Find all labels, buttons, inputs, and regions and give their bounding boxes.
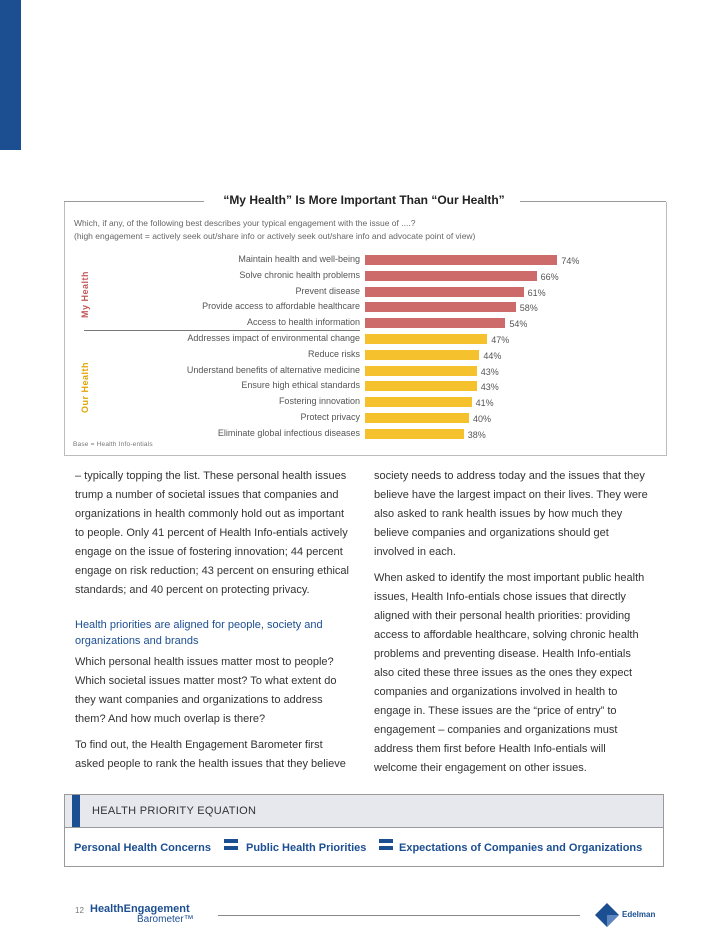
left-paragraph-2: Which personal health issues matter most… — [75, 656, 337, 725]
group-label-my-health: My Health — [80, 270, 90, 318]
category-label: Ensure high ethical standards — [241, 380, 360, 390]
brand-subname: Barometer™ — [137, 914, 194, 925]
left-paragraph-3: To find out, the Health Engagement Barom… — [75, 739, 346, 770]
data-label: 44% — [483, 351, 502, 361]
category-label: Reduce risks — [307, 349, 360, 359]
data-label: 43% — [480, 367, 499, 377]
page-number: 12 — [75, 906, 84, 915]
footer-rule — [218, 915, 580, 916]
section-subhead: Health priorities are aligned for people… — [75, 619, 323, 647]
right-column: society needs to address today and the i… — [374, 467, 652, 778]
chart-frame — [64, 202, 667, 456]
question-line-1: Which, if any, of the following best des… — [74, 218, 416, 228]
equals-icon — [224, 839, 238, 851]
bar — [365, 429, 464, 439]
equation-item-public: Public Health Priorities — [246, 842, 367, 854]
bar — [365, 397, 472, 407]
group-divider — [84, 330, 360, 331]
equation-accent — [72, 795, 80, 827]
category-label: Addresses impact of environmental change — [187, 333, 360, 343]
category-label: Understand benefits of alternative medic… — [186, 365, 360, 375]
right-paragraph-1: society needs to address today and the i… — [374, 470, 648, 558]
bar — [365, 302, 516, 312]
category-label: Protect privacy — [300, 412, 360, 422]
data-label: 58% — [519, 303, 538, 313]
health-priority-equation: HEALTH PRIORITY EQUATION Personal Health… — [64, 794, 664, 867]
bar — [365, 318, 506, 328]
category-label: Fostering innovation — [278, 396, 360, 406]
bar — [365, 350, 480, 360]
bar — [365, 334, 488, 344]
category-label: Solve chronic health problems — [239, 270, 360, 280]
equals-icon — [379, 839, 393, 851]
data-label: 38% — [467, 430, 486, 440]
data-label: 61% — [527, 288, 546, 298]
data-label: 40% — [473, 414, 492, 424]
title-rule-right — [520, 201, 666, 202]
edelman-logo-icon — [595, 903, 619, 927]
question-line-2: (high engagement = actively seek out/sha… — [74, 231, 476, 241]
brand-name: HealthEngagement — [90, 903, 190, 915]
equation-title: HEALTH PRIORITY EQUATION — [92, 805, 257, 817]
title-rule-left — [64, 201, 204, 202]
bar — [365, 413, 469, 423]
equation-item-expectations: Expectations of Companies and Organizati… — [399, 842, 643, 854]
edelman-logo-text: Edelman — [622, 910, 656, 919]
equation-item-personal: Personal Health Concerns — [74, 842, 211, 854]
bar — [365, 366, 477, 376]
bar — [365, 287, 524, 297]
category-label: Access to health information — [246, 317, 360, 327]
category-label: Prevent disease — [295, 286, 360, 296]
bar — [365, 255, 558, 265]
equation-header: HEALTH PRIORITY EQUATION — [65, 795, 663, 828]
data-label: 74% — [561, 256, 580, 266]
category-label: Eliminate global infectious diseases — [217, 428, 360, 438]
category-label: Maintain health and well-being — [238, 254, 360, 264]
sidebar-accent-bar — [0, 0, 21, 150]
bar — [365, 271, 537, 281]
data-label: 66% — [540, 272, 559, 282]
left-paragraph-1: – typically topping the list. These pers… — [75, 470, 349, 596]
bar — [365, 381, 477, 391]
data-label: 54% — [509, 319, 528, 329]
data-label: 41% — [475, 398, 494, 408]
category-label: Provide access to affordable healthcare — [202, 301, 360, 311]
base-note: Base = Health Info-entials — [73, 441, 153, 448]
data-label: 43% — [480, 382, 499, 392]
group-label-our-health: Our Health — [80, 361, 90, 413]
left-column: – typically topping the list. These pers… — [75, 467, 353, 774]
right-paragraph-2: When asked to identify the most importan… — [374, 572, 645, 774]
chart-title: “My Health” Is More Important Than “Our … — [0, 193, 728, 207]
data-label: 47% — [491, 335, 510, 345]
